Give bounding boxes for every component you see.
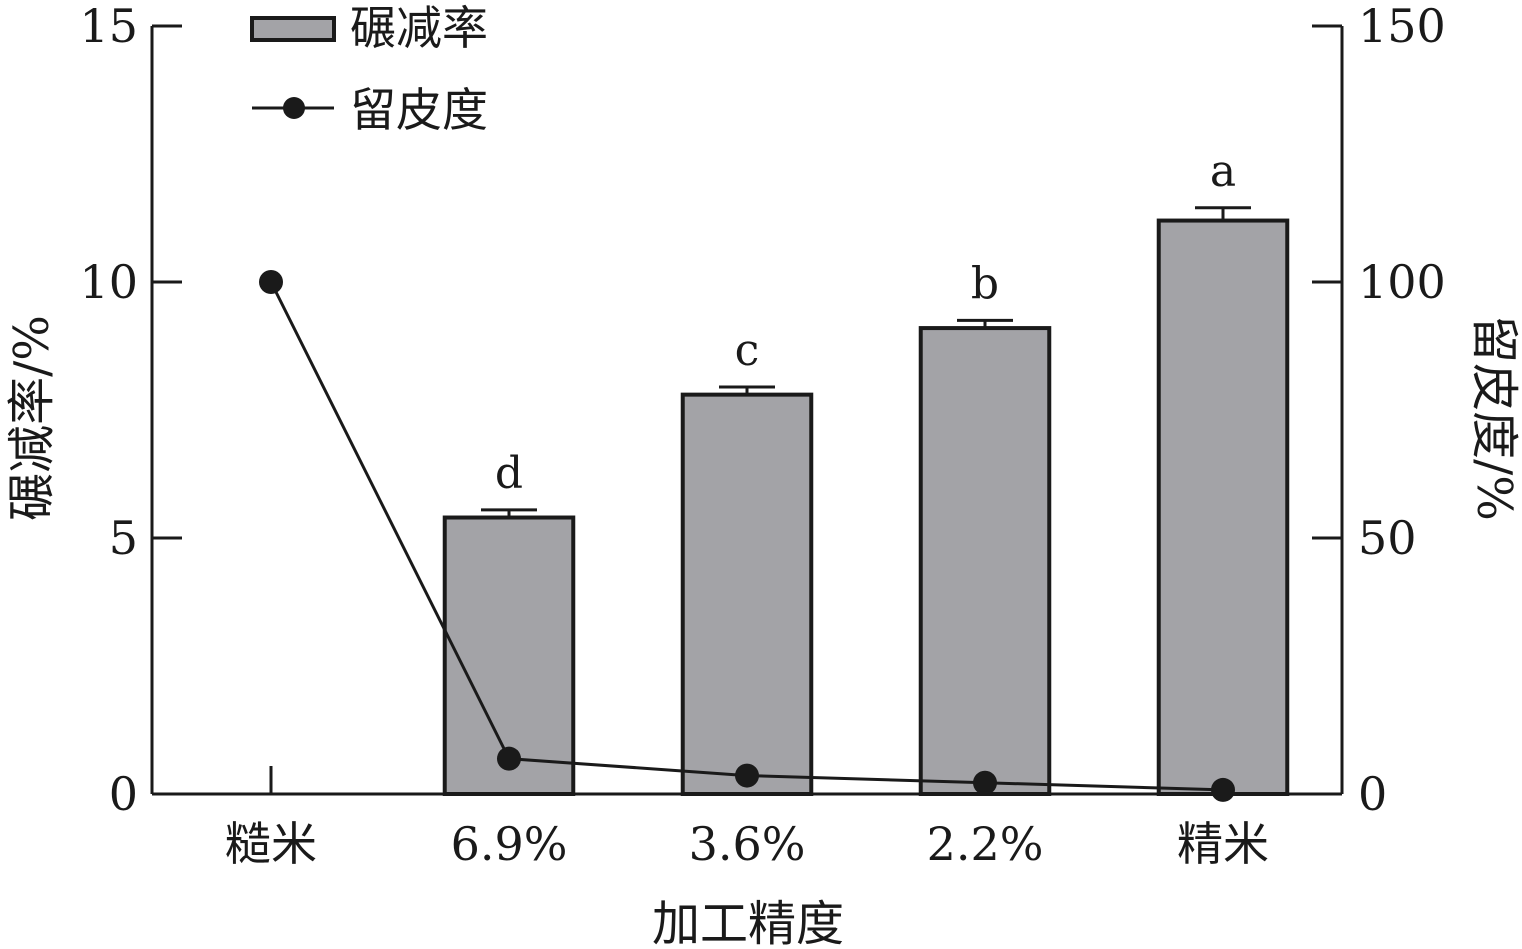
legend-swatch-bar [250, 16, 336, 42]
bar [918, 326, 1052, 796]
left-tick-label: 10 [79, 255, 138, 309]
line-point [973, 770, 997, 795]
significance-label: b [971, 258, 999, 309]
right-tick-label: 100 [1358, 255, 1446, 309]
legend-label-留皮度: 留皮度 [350, 83, 488, 137]
legend-label-碾减率: 碾减率 [350, 1, 488, 55]
line-point [735, 763, 759, 788]
x-tick-label: 2.2% [927, 817, 1044, 871]
bars-碾减率: d c b a [442, 146, 1290, 797]
right-tick-label: 0 [1358, 767, 1387, 821]
x-tick-label: 精米 [1177, 817, 1269, 871]
y-axis-title: 碾减率/% [4, 315, 60, 521]
line-point [1211, 777, 1235, 802]
left-tick-label: 5 [109, 511, 138, 565]
right-tick-label: 150 [1358, 0, 1446, 53]
x-tick-label: 糙米 [225, 817, 317, 871]
significance-label: c [735, 325, 760, 376]
x-axis-title: 加工精度 [652, 896, 844, 949]
significance-label: a [1210, 146, 1236, 197]
left-tick-label: 15 [79, 0, 138, 53]
left-tick-label: 0 [109, 767, 138, 821]
line-point [259, 270, 283, 294]
bar [1156, 218, 1290, 796]
right-tick-label: 50 [1358, 511, 1417, 565]
x-tick-label: 3.6% [689, 817, 806, 871]
significance-label: d [495, 448, 523, 499]
line-留皮度 [259, 270, 1235, 802]
line-point [497, 746, 521, 771]
bar [680, 392, 814, 796]
legend: 碾减率 留皮度 [250, 1, 488, 137]
legend-marker [283, 97, 305, 119]
y2-axis-title: 留皮度/% [1466, 315, 1522, 521]
x-tick-label: 6.9% [451, 817, 568, 871]
labels: 加工精度 碾减率/% 留皮度/% [4, 315, 1522, 949]
